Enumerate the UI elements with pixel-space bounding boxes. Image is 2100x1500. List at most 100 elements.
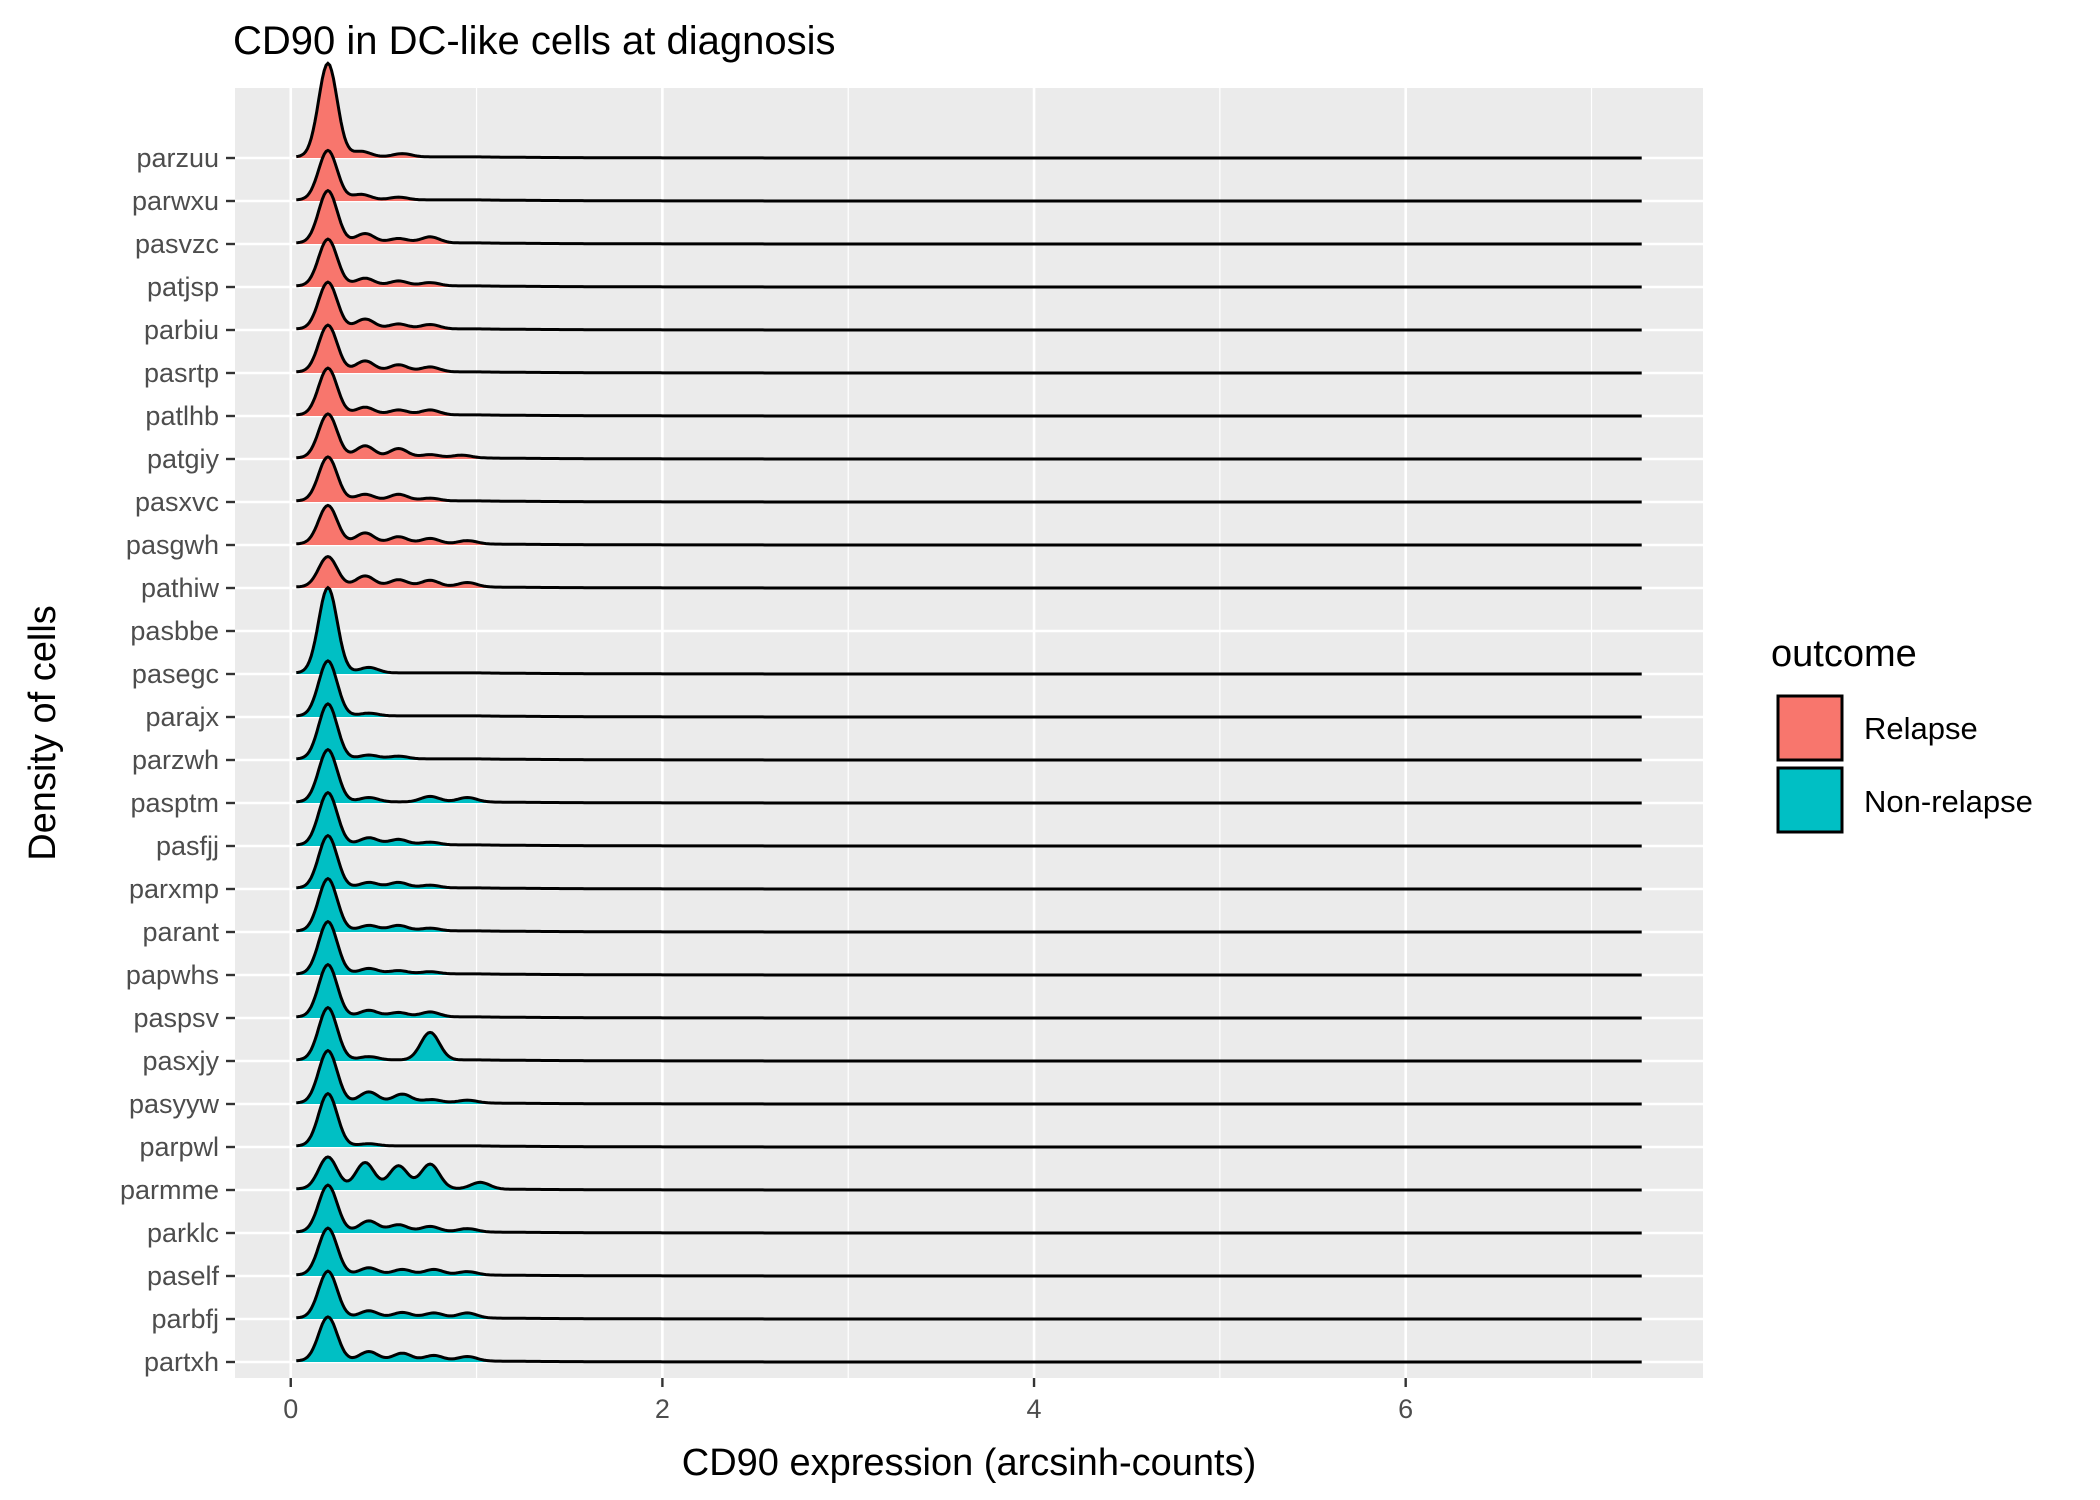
ridge-fill-parxmp — [296, 835, 523, 889]
y-tick-label: parzuu — [136, 143, 219, 173]
ridge-line-parpwl — [296, 1091, 1642, 1149]
legend-label-non-relapse: Non-relapse — [1864, 784, 2033, 819]
ridge-line-parwxu — [296, 148, 1642, 203]
ridge-fill-parant — [296, 878, 523, 932]
y-tick-label: pasgwh — [126, 530, 219, 560]
ridge-fill-parajx — [296, 660, 523, 717]
y-tick-label: pasegc — [132, 659, 219, 689]
legend-key-non-relapse — [1776, 766, 1844, 834]
ridge-line-parzuu — [296, 61, 1642, 160]
y-tick-label: parwxu — [132, 186, 219, 216]
y-tick-label: pasptm — [130, 788, 219, 818]
ridge-line-parbfj — [296, 1269, 1642, 1321]
y-tick-label: pasrtp — [144, 358, 219, 388]
ridge-line-parbiu — [296, 280, 1642, 332]
y-tick-label: parxmp — [129, 874, 219, 904]
ridge-fill-parwxu — [296, 150, 523, 201]
ridge-fill-parpwl — [296, 1093, 523, 1147]
ridge-line-parmme — [296, 1155, 1642, 1192]
ridge-fill-parbfj — [296, 1271, 523, 1319]
ridge-line-parajx — [296, 659, 1642, 719]
ridge-line-patjsp — [296, 237, 1642, 289]
y-tick-label: parmme — [120, 1175, 219, 1205]
ridge-fill-parklc — [296, 1185, 523, 1233]
y-tick-label: parpwl — [139, 1132, 219, 1162]
ridge-line-partxh — [296, 1315, 1642, 1364]
chart-title: CD90 in DC-like cells at diagnosis — [233, 19, 835, 63]
y-tick-label: papwhs — [126, 960, 219, 990]
ridge-fill-patgiy — [296, 413, 523, 459]
ridge-line-pasegc — [296, 585, 1642, 676]
x-tick-label: 6 — [1398, 1394, 1413, 1424]
x-tick-label: 2 — [655, 1394, 670, 1424]
plot-panel — [235, 88, 1703, 1378]
y-axis-label: Density of cells — [22, 605, 64, 861]
x-axis-label: CD90 expression (arcsinh-counts) — [682, 1442, 1256, 1484]
ridge-line-pasvzc — [296, 188, 1642, 246]
y-tick-label: parant — [142, 917, 219, 947]
ridge-fill-parzuu — [296, 63, 523, 158]
ridge-fill-parmme — [296, 1157, 523, 1190]
y-tick-label: partxh — [144, 1347, 219, 1377]
x-tick-label: 0 — [283, 1394, 298, 1424]
y-tick-label: paspsv — [133, 1003, 219, 1033]
ridge-fill-pasgwh — [296, 505, 523, 545]
ridge-fill-pasegc — [296, 587, 523, 674]
ridge-fill-partxh — [296, 1316, 523, 1362]
y-tick-label: pasxjy — [142, 1046, 219, 1076]
ridge-fill-papwhs — [296, 921, 523, 975]
ridge-fill-parbiu — [296, 282, 523, 330]
legend-key-relapse — [1776, 694, 1844, 762]
ridge-line-pasfjj — [296, 790, 1642, 848]
y-tick-label: pathiw — [141, 573, 220, 603]
ridge-fill-pasyyw — [296, 1050, 523, 1104]
ridge-line-parxmp — [296, 833, 1642, 891]
ridge-fill-pasxjy — [296, 1007, 523, 1061]
y-tick-label: paself — [147, 1261, 220, 1291]
ridge-line-parant — [296, 876, 1642, 934]
y-tick-label: parajx — [145, 702, 219, 732]
ridge-line-pasxjy — [296, 1005, 1642, 1063]
ridge-fill-pasptm — [296, 749, 523, 803]
ridge-line-papwhs — [296, 919, 1642, 977]
ridge-line-paself — [296, 1226, 1642, 1278]
ridge-line-pasgwh — [296, 503, 1642, 547]
y-tick-label: parbfj — [151, 1304, 219, 1334]
density-ridges — [296, 61, 1642, 1364]
x-axis: 0 2 4 6 — [283, 1378, 1413, 1424]
ridge-fill-paself — [296, 1228, 523, 1276]
ridge-fill-pasfjj — [296, 792, 523, 846]
ridge-fill-parzwh — [296, 703, 523, 760]
ridge-line-pathiw — [296, 555, 1642, 590]
ridge-fill-pasrtp — [296, 325, 523, 373]
y-tick-label: pasfjj — [156, 831, 219, 861]
ridge-line-patlhb — [296, 366, 1642, 418]
legend: outcome Relapse Non-relapse — [1771, 633, 2033, 834]
ridge-fill-pasvzc — [296, 190, 523, 244]
x-tick-label: 4 — [1027, 1394, 1042, 1424]
y-tick-label: patjsp — [147, 272, 219, 302]
y-tick-label: pasbbe — [130, 616, 219, 646]
y-tick-label: pasvzc — [135, 229, 219, 259]
y-tick-label: pasyyw — [129, 1089, 220, 1119]
ridge-fill-paspsv — [296, 964, 523, 1018]
y-tick-label: parklc — [147, 1218, 219, 1248]
ridge-line-parklc — [296, 1183, 1642, 1235]
ridge-line-pasrtp — [296, 323, 1642, 375]
ridge-line-pasxvc — [296, 455, 1642, 504]
ridge-line-patgiy — [296, 412, 1642, 461]
ridge-fill-patlhb — [296, 368, 523, 416]
y-tick-label: pasxvc — [135, 487, 219, 517]
ridge-line-pasptm — [296, 747, 1642, 805]
legend-label-relapse: Relapse — [1864, 711, 1978, 746]
y-tick-label: parbiu — [144, 315, 219, 345]
ridge-line-parzwh — [296, 702, 1642, 762]
ridge-line-paspsv — [296, 962, 1642, 1020]
ridge-fill-pasxvc — [296, 456, 523, 502]
ridge-line-pasyyw — [296, 1048, 1642, 1106]
y-tick-label: patgiy — [147, 444, 220, 474]
y-axis: parzuu parwxu pasvzc patjsp parbiu pasrtp patl… — [120, 143, 235, 1377]
y-tick-label: parzwh — [132, 745, 219, 775]
ridge-fill-patjsp — [296, 239, 523, 287]
